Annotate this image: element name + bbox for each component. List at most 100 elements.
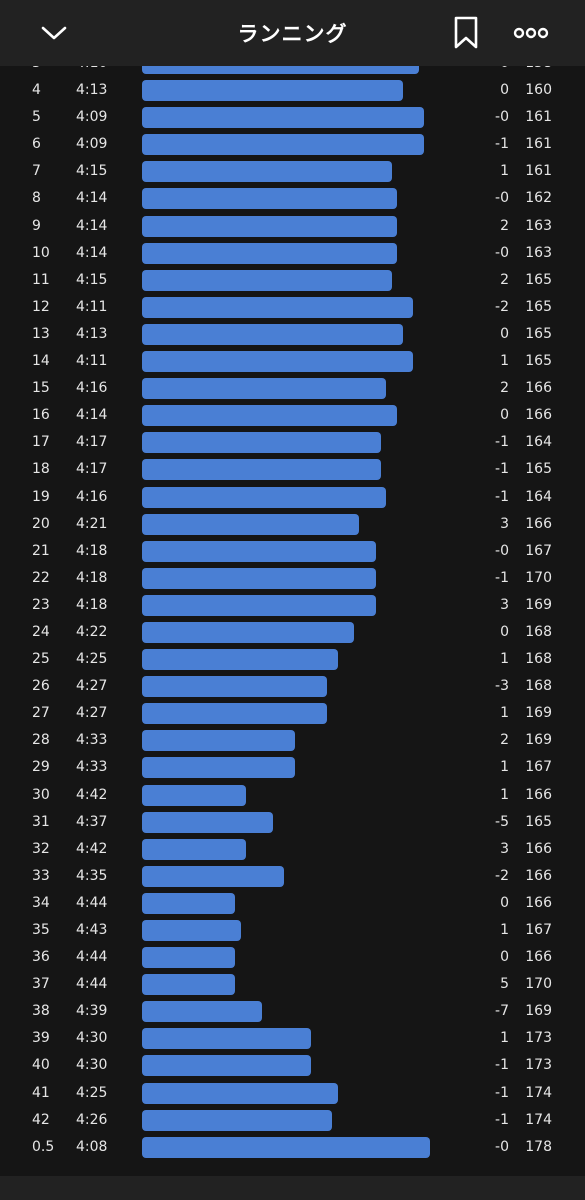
split-km: 27: [32, 705, 50, 722]
pace-bar: [142, 947, 236, 969]
split-pace: 4:44: [76, 894, 108, 911]
page-title: ランニング: [237, 22, 348, 46]
split-row: 14 4:11 1 165: [0, 348, 585, 375]
split-row: 19 4:16 -1 164: [0, 484, 585, 511]
split-heart-rate: 161: [525, 163, 552, 180]
split-elevation: 1: [500, 759, 509, 776]
split-heart-rate: 170: [525, 569, 552, 586]
pace-bar: [142, 621, 354, 643]
pace-bar: [142, 540, 376, 562]
pace-bar: [142, 865, 284, 887]
split-elevation: 0: [500, 82, 509, 99]
split-elevation: -3: [495, 678, 509, 695]
split-heart-rate: 168: [525, 678, 552, 695]
split-heart-rate: 166: [525, 867, 552, 884]
split-heart-rate: 178: [525, 1138, 552, 1155]
split-km: 25: [32, 651, 50, 668]
split-pace: 4:26: [76, 1111, 108, 1128]
split-km: 34: [32, 894, 50, 911]
split-km: 28: [32, 732, 50, 749]
split-heart-rate: 161: [525, 136, 552, 153]
split-elevation: 2: [500, 217, 509, 234]
split-row: 15 4:16 2 166: [0, 375, 585, 402]
pace-bar: [142, 405, 398, 427]
split-row: 18 4:17 -1 165: [0, 456, 585, 483]
split-km: 38: [32, 1003, 50, 1020]
top-bar: ランニング: [0, 0, 585, 66]
split-km: 22: [32, 569, 50, 586]
split-elevation: 0: [500, 325, 509, 342]
bookmark-icon[interactable]: [444, 0, 488, 66]
split-km: 21: [32, 542, 50, 559]
pace-bar: [142, 296, 414, 318]
pace-bar: [142, 215, 398, 237]
split-pace: 4:30: [76, 1030, 108, 1047]
split-elevation: -2: [495, 298, 509, 315]
split-km: 5: [32, 109, 41, 126]
split-km: 20: [32, 515, 50, 532]
split-heart-rate: 166: [525, 786, 552, 803]
split-km: 30: [32, 786, 50, 803]
pace-bar: [142, 1109, 333, 1131]
split-row: 23 4:18 3 169: [0, 592, 585, 619]
split-row: 10 4:14 -0 163: [0, 240, 585, 267]
split-pace: 4:27: [76, 705, 108, 722]
pace-bar: [142, 594, 376, 616]
split-pace: 4:15: [76, 271, 108, 288]
split-heart-rate: 165: [525, 461, 552, 478]
split-pace: 4:25: [76, 651, 108, 668]
split-elevation: 2: [500, 380, 509, 397]
split-elevation: -0: [495, 542, 509, 559]
split-pace: 4:21: [76, 515, 108, 532]
split-pace: 4:42: [76, 840, 108, 857]
split-elevation: 1: [500, 163, 509, 180]
split-row: 34 4:44 0 166: [0, 890, 585, 917]
split-heart-rate: 167: [525, 922, 552, 938]
split-row: 36 4:44 0 166: [0, 944, 585, 971]
split-pace: 4:13: [76, 325, 108, 342]
more-horizontal-icon[interactable]: [506, 0, 556, 66]
split-pace: 4:14: [76, 217, 108, 234]
split-row: 42 4:26 -1 174: [0, 1107, 585, 1134]
split-heart-rate: 163: [525, 217, 552, 234]
split-row: 9 4:14 2 163: [0, 213, 585, 240]
split-heart-rate: 173: [525, 1030, 552, 1047]
split-elevation: -1: [495, 461, 509, 478]
split-km: 29: [32, 759, 50, 776]
split-km: 14: [32, 353, 50, 370]
pace-bar: [142, 486, 387, 508]
split-heart-rate: 163: [525, 244, 552, 261]
split-elevation: 1: [500, 922, 509, 938]
split-km: 15: [32, 380, 50, 397]
split-pace: 4:18: [76, 542, 108, 559]
pace-bar: [142, 920, 241, 941]
pace-bar: [142, 703, 327, 725]
split-heart-rate: 168: [525, 623, 552, 640]
split-pace: 4:30: [76, 1057, 108, 1074]
split-km: 33: [32, 867, 50, 884]
pace-bar: [142, 80, 403, 102]
pace-bar: [142, 567, 376, 589]
pace-bar: [142, 784, 246, 806]
split-km: 32: [32, 840, 50, 857]
split-heart-rate: 165: [525, 298, 552, 315]
split-elevation: 0: [500, 894, 509, 911]
split-heart-rate: 174: [525, 1084, 552, 1101]
split-elevation: 0: [500, 949, 509, 966]
split-row: 24 4:22 0 168: [0, 619, 585, 646]
split-heart-rate: 169: [525, 1003, 552, 1020]
split-row: 38 4:39 -7 169: [0, 998, 585, 1025]
split-elevation: -0: [495, 244, 509, 261]
split-km: 11: [32, 271, 50, 288]
split-pace: 4:11: [76, 353, 108, 370]
split-row: 11 4:15 2 165: [0, 267, 585, 294]
split-row: 12 4:11 -2 165: [0, 294, 585, 321]
split-elevation: 3: [500, 840, 509, 857]
split-row: 37 4:44 5 170: [0, 971, 585, 998]
split-row: 17 4:17 -1 164: [0, 429, 585, 456]
chevron-down-icon[interactable]: [28, 0, 80, 66]
split-km: 41: [32, 1084, 50, 1101]
split-pace: 4:17: [76, 461, 108, 478]
split-pace: 4:25: [76, 1084, 108, 1101]
split-heart-rate: 166: [525, 380, 552, 397]
